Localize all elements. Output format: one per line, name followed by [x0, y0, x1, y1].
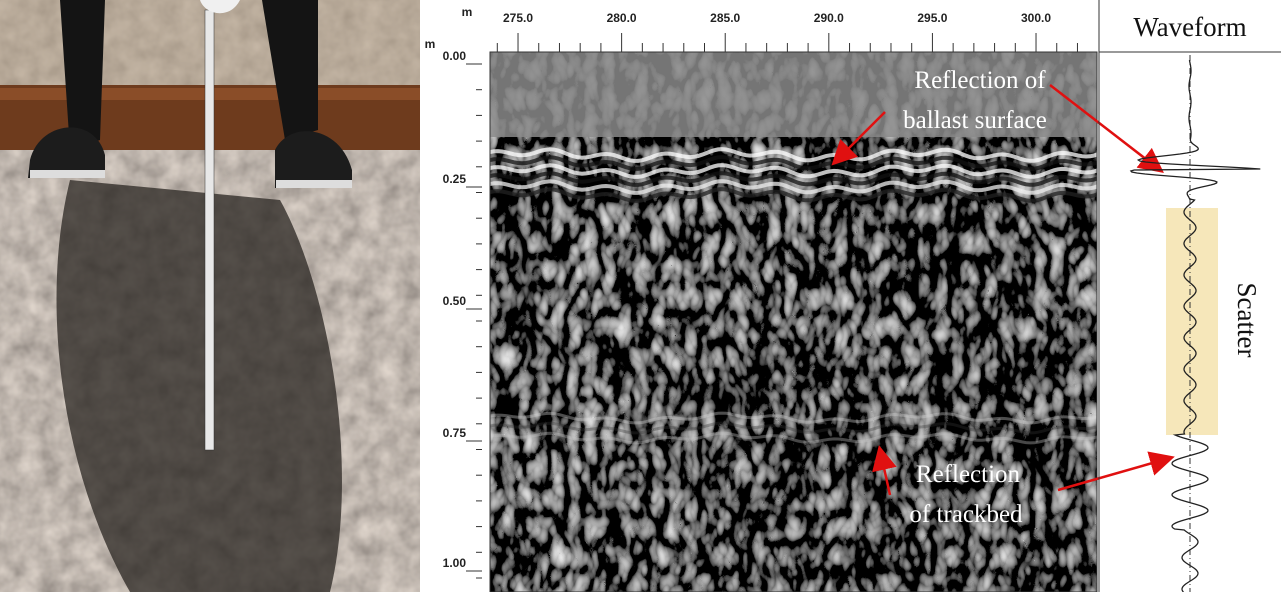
annotations: Reflection of ballast surface Reflection…: [831, 67, 1175, 528]
reflection-band: [490, 187, 1097, 203]
y-tick-label: 0.75: [443, 426, 467, 440]
x-tick-label: 290.0: [814, 11, 844, 25]
waveform-title: Waveform: [1133, 12, 1246, 42]
reflection-band: [490, 411, 1097, 425]
y-tick-label: 0.50: [443, 294, 467, 308]
y-tick-label: 0.00: [443, 49, 467, 63]
reflection-band: [490, 179, 1097, 195]
x-unit: m: [462, 5, 473, 19]
reflection-band: [490, 431, 1097, 445]
reflection-band: [490, 155, 1097, 171]
reflection-band: [490, 147, 1097, 163]
waveform-trace: [1129, 59, 1261, 592]
annotation-line: of trackbed: [909, 501, 1023, 528]
scatter-label: Scatter: [1232, 283, 1262, 358]
reflection-band: [490, 163, 1097, 179]
annotation-line: Reflection of: [914, 67, 1046, 94]
site-photo: [0, 0, 420, 592]
y-tick-label: 1.00: [443, 556, 467, 570]
arrows: [831, 84, 1175, 496]
reflection-band: [490, 171, 1097, 187]
x-tick-label: 280.0: [607, 11, 637, 25]
x-tick-label: 285.0: [710, 11, 740, 25]
scatter-zone: [1166, 208, 1218, 435]
x-tick-label: 275.0: [503, 11, 533, 25]
annotation-line: Reflection: [916, 461, 1021, 488]
x-tick-label: 295.0: [917, 11, 947, 25]
x-tick-label: 300.0: [1021, 11, 1051, 25]
annotation-line: ballast surface: [903, 107, 1047, 134]
y-tick-label: 0.25: [443, 172, 467, 186]
reflection-band: [490, 421, 1097, 435]
waveform-panel: Waveform Scatter: [1098, 0, 1281, 592]
radargram: 275.0 280.0 285.0 290.0 295.0 300.0 0.00 0.25 0.…: [425, 5, 1098, 592]
y-unit: m: [425, 37, 436, 51]
